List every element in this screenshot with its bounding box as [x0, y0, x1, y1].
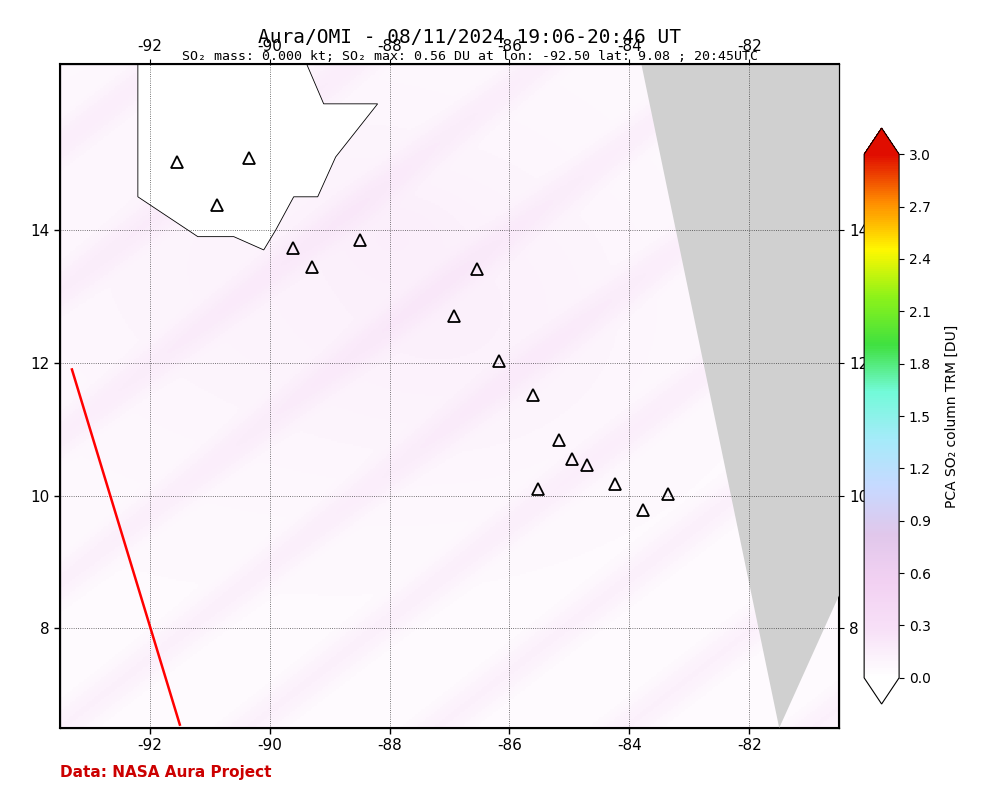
Y-axis label: PCA SO₂ column TRM [DU]: PCA SO₂ column TRM [DU]: [945, 324, 959, 508]
Text: Data: NASA Aura Project: Data: NASA Aura Project: [60, 765, 272, 780]
Polygon shape: [641, 64, 839, 728]
Polygon shape: [138, 0, 378, 250]
Text: SO₂ mass: 0.000 kt; SO₂ max: 0.56 DU at lon: -92.50 lat: 9.08 ; 20:45UTC: SO₂ mass: 0.000 kt; SO₂ max: 0.56 DU at …: [182, 50, 757, 62]
PathPatch shape: [864, 678, 899, 704]
Text: Aura/OMI - 08/11/2024 19:06-20:46 UT: Aura/OMI - 08/11/2024 19:06-20:46 UT: [258, 28, 681, 47]
PathPatch shape: [864, 128, 899, 154]
